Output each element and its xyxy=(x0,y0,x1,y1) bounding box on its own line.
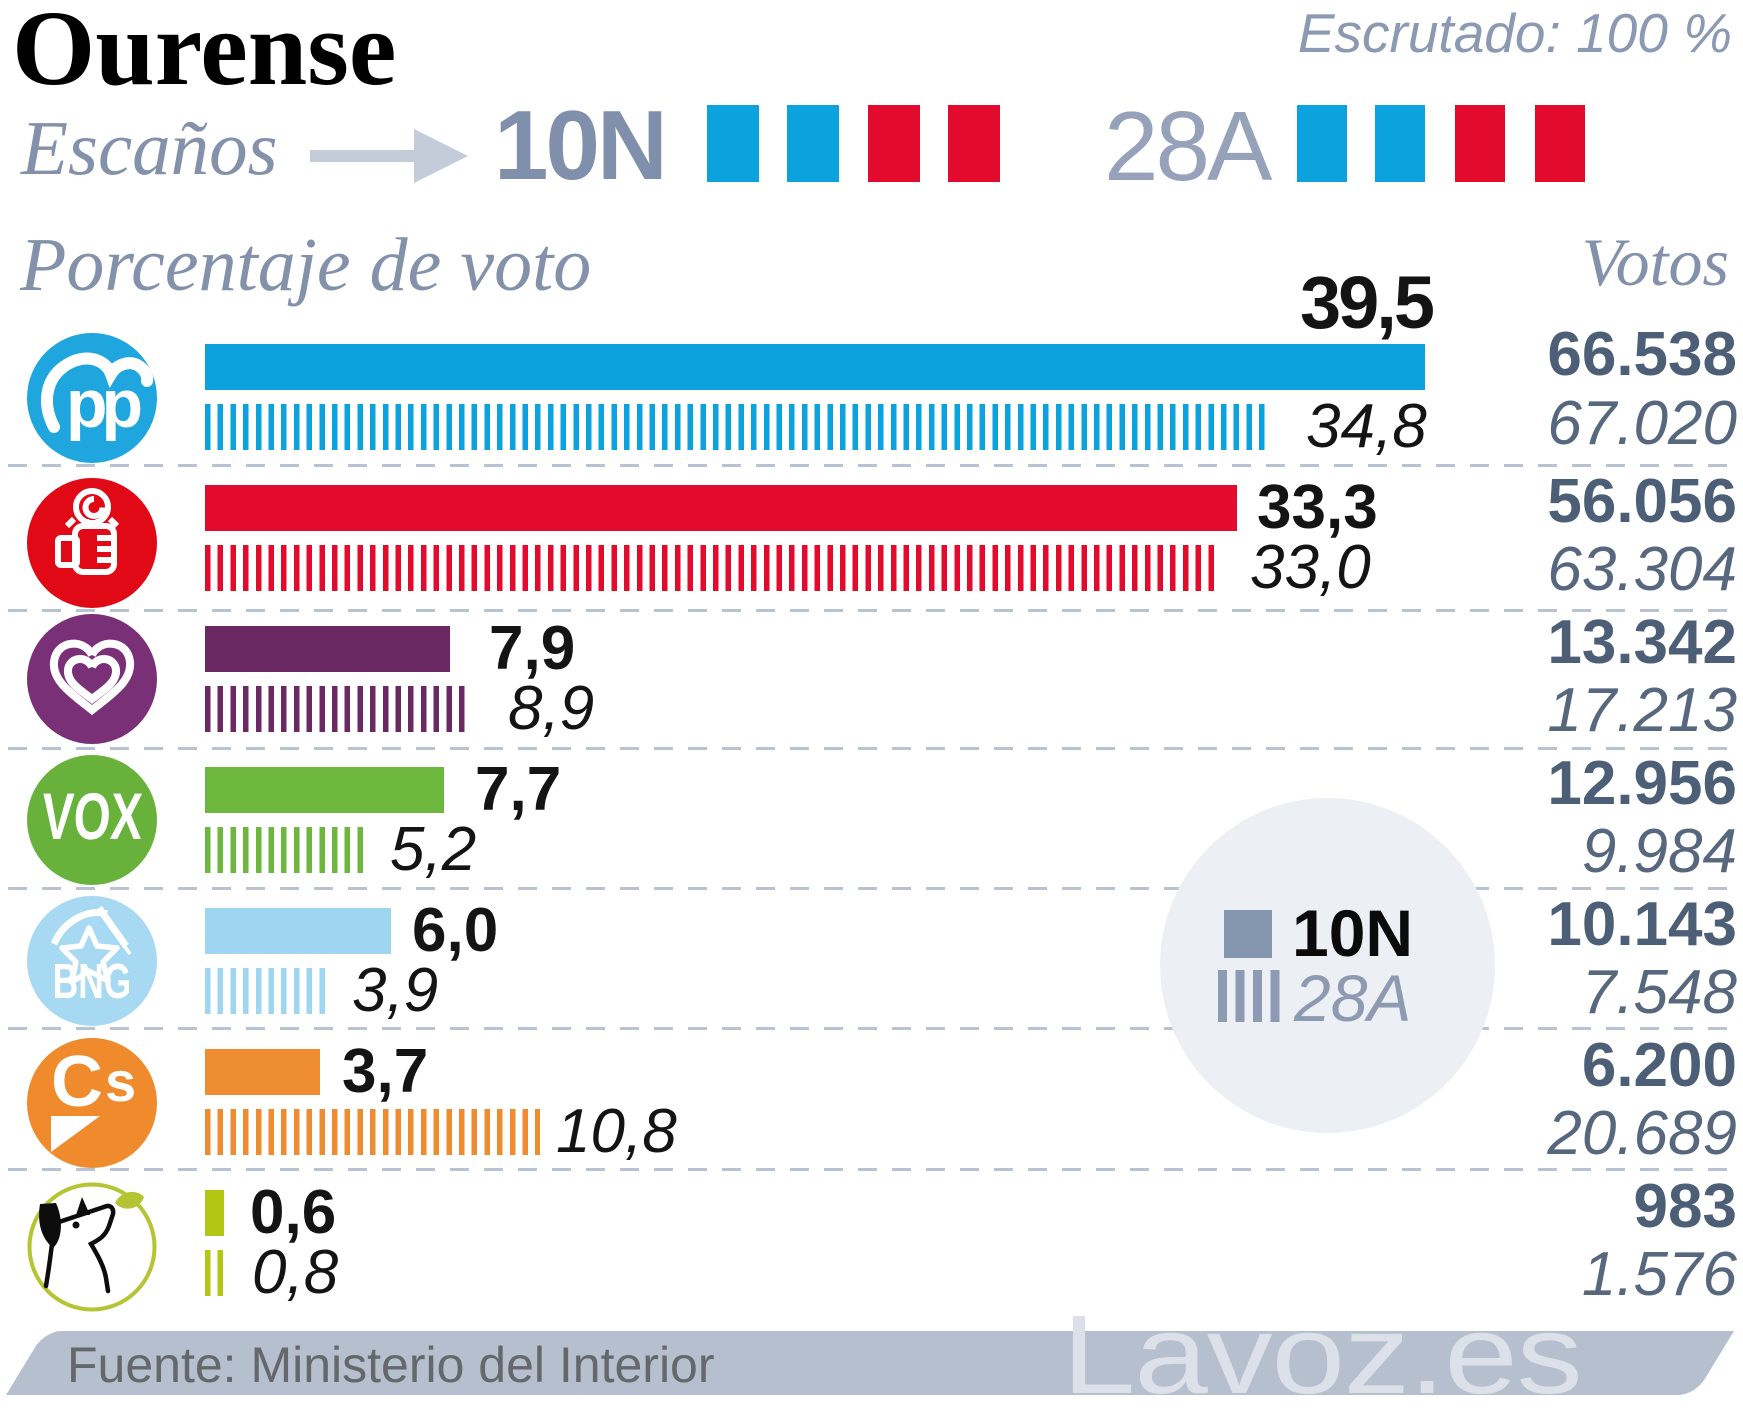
svg-text:BNG: BNG xyxy=(53,954,131,1009)
svg-text:C: C xyxy=(51,1042,103,1122)
svg-text:pp: pp xyxy=(66,366,141,442)
svg-text:VOX: VOX xyxy=(40,781,144,854)
svg-text:s: s xyxy=(105,1050,136,1113)
